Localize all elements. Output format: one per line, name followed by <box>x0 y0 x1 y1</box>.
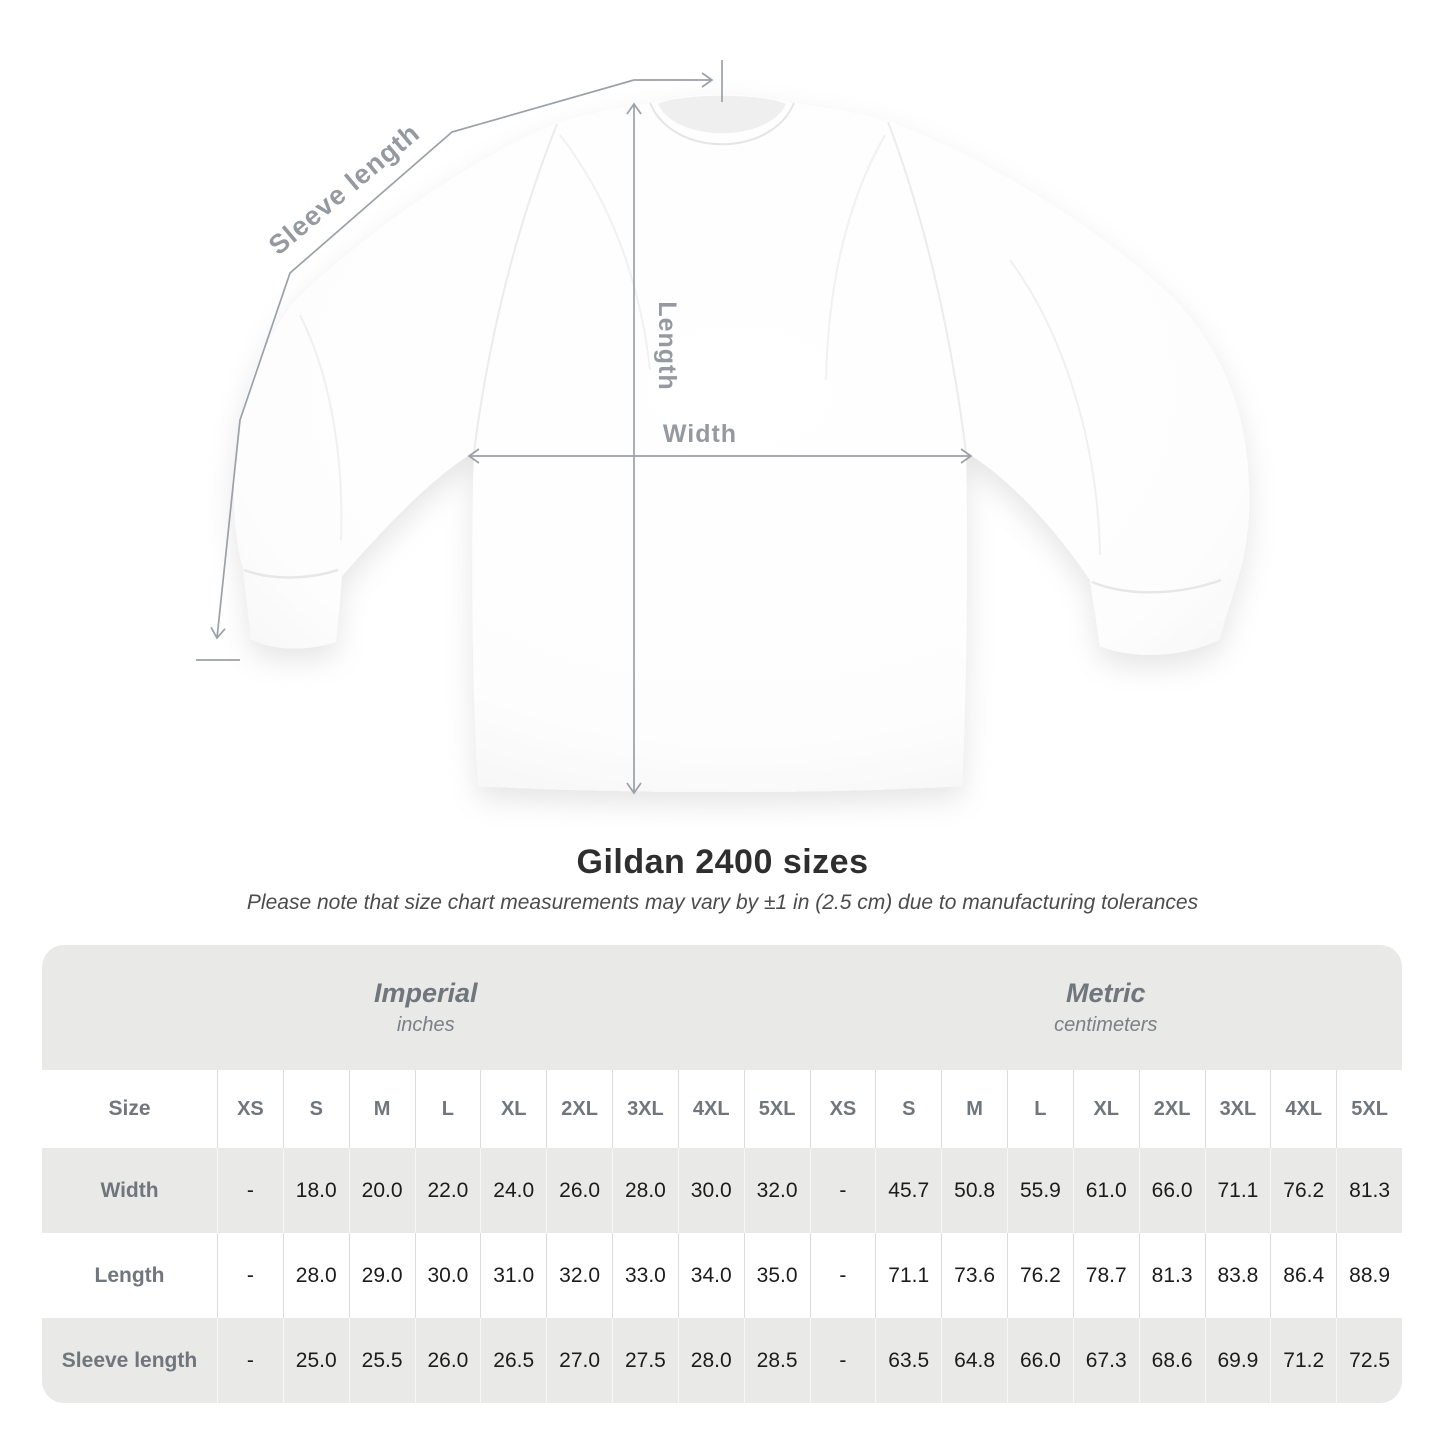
size-header-metric-s: S <box>875 1070 942 1148</box>
length-metric-5xl: 88.9 <box>1336 1233 1402 1318</box>
shirt-illustration <box>234 94 1250 792</box>
width-metric-s: 45.7 <box>875 1148 942 1233</box>
width-metric-5xl: 81.3 <box>1336 1148 1402 1233</box>
sleeve-metric-xs: - <box>809 1318 876 1403</box>
sleeve-imperial-3xl: 27.5 <box>612 1318 678 1403</box>
imperial-unit-label: inches <box>396 1014 455 1036</box>
size-column-header: Size <box>42 1070 217 1148</box>
shirt-measurement-diagram: Sleeve length Length Width <box>196 60 1250 795</box>
length-imperial-l: 30.0 <box>414 1233 481 1318</box>
chart-header: Gildan 2400 sizes Please note that size … <box>0 843 1445 915</box>
sleeve-metric-5xl: 72.5 <box>1336 1318 1402 1403</box>
length-imperial-xs: - <box>217 1233 283 1318</box>
width-imperial-m: 20.0 <box>348 1148 415 1233</box>
size-header-imperial-3xl: 3XL <box>612 1070 678 1148</box>
length-imperial-m: 29.0 <box>348 1233 415 1318</box>
length-metric-l: 76.2 <box>1007 1233 1073 1318</box>
length-imperial-3xl: 33.0 <box>612 1233 678 1318</box>
imperial-label: Imperial <box>373 978 478 1008</box>
sleeve-imperial-2xl: 27.0 <box>546 1318 612 1403</box>
sleeve-imperial-m: 25.5 <box>348 1318 415 1403</box>
width-metric-m: 50.8 <box>941 1148 1007 1233</box>
size-header-imperial-xl: XL <box>480 1070 547 1148</box>
sleeve-metric-l: 66.0 <box>1007 1318 1073 1403</box>
chart-subtitle: Please note that size chart measurements… <box>246 891 1199 914</box>
sleeve-metric-xl: 67.3 <box>1072 1318 1139 1403</box>
sleeve-metric-3xl: 69.9 <box>1204 1318 1271 1403</box>
size-header-imperial-4xl: 4XL <box>677 1070 744 1148</box>
length-imperial-4xl: 34.0 <box>677 1233 744 1318</box>
size-header-imperial-l: L <box>414 1070 481 1148</box>
length-imperial-xl: 31.0 <box>480 1233 547 1318</box>
length-metric-s: 71.1 <box>875 1233 942 1318</box>
size-header-metric-3xl: 3XL <box>1204 1070 1271 1148</box>
width-diagram-label: Width <box>663 420 737 448</box>
size-table: Imperial inches Metric centimeters Size … <box>42 945 1402 1403</box>
length-metric-2xl: 81.3 <box>1138 1233 1205 1318</box>
sleeve-imperial-xl: 26.5 <box>480 1318 547 1403</box>
row-label-sleeve-length: Sleeve length <box>42 1318 217 1403</box>
shirt-seams <box>243 121 1222 594</box>
width-metric-3xl: 71.1 <box>1204 1148 1271 1233</box>
width-imperial-2xl: 26.0 <box>546 1148 612 1233</box>
size-header-metric-l: L <box>1007 1070 1073 1148</box>
sleeve-imperial-s: 25.0 <box>282 1318 349 1403</box>
row-label-width: Width <box>42 1148 217 1233</box>
width-metric-xs: - <box>809 1148 876 1233</box>
width-metric-2xl: 66.0 <box>1138 1148 1205 1233</box>
length-metric-xl: 78.7 <box>1072 1233 1139 1318</box>
size-header-imperial-5xl: 5XL <box>743 1070 810 1148</box>
length-metric-xs: - <box>809 1233 876 1318</box>
width-imperial-xl: 24.0 <box>480 1148 547 1233</box>
sleeve-imperial-5xl: 28.5 <box>743 1318 810 1403</box>
unit-header-metric: Metric centimeters <box>809 945 1402 1070</box>
size-header-metric-xl: XL <box>1072 1070 1139 1148</box>
unit-header-imperial: Imperial inches <box>42 945 810 1070</box>
shirt-collar-opening <box>658 95 786 134</box>
size-header-imperial-xs: XS <box>217 1070 283 1148</box>
length-imperial-5xl: 35.0 <box>743 1233 810 1318</box>
size-header-metric-2xl: 2XL <box>1138 1070 1205 1148</box>
width-imperial-s: 18.0 <box>282 1148 349 1233</box>
measure-lines <box>196 60 973 795</box>
size-header-imperial-m: M <box>348 1070 415 1148</box>
length-imperial-s: 28.0 <box>282 1233 349 1318</box>
sleeve-metric-s: 63.5 <box>875 1318 942 1403</box>
width-metric-4xl: 76.2 <box>1270 1148 1337 1233</box>
sleeve-length-measure-line <box>210 79 635 640</box>
size-header-imperial-2xl: 2XL <box>546 1070 612 1148</box>
length-metric-4xl: 86.4 <box>1270 1233 1337 1318</box>
size-header-metric-m: M <box>941 1070 1007 1148</box>
width-imperial-5xl: 32.0 <box>743 1148 810 1233</box>
width-metric-l: 55.9 <box>1007 1148 1073 1233</box>
sleeve-imperial-xs: - <box>217 1318 283 1403</box>
length-metric-3xl: 83.8 <box>1204 1233 1271 1318</box>
chart-title: Gildan 2400 sizes <box>576 843 869 881</box>
sleeve-length-measure <box>196 60 723 661</box>
sleeve-metric-m: 64.8 <box>941 1318 1007 1403</box>
length-metric-m: 73.6 <box>941 1233 1007 1318</box>
size-header-metric-5xl: 5XL <box>1336 1070 1402 1148</box>
size-header-metric-xs: XS <box>809 1070 876 1148</box>
shirt-collar-seam <box>649 102 795 146</box>
sleeve-metric-4xl: 71.2 <box>1270 1318 1337 1403</box>
metric-unit-label: centimeters <box>1054 1014 1158 1036</box>
width-imperial-4xl: 30.0 <box>677 1148 744 1233</box>
width-imperial-l: 22.0 <box>414 1148 481 1233</box>
row-label-length: Length <box>42 1233 217 1318</box>
width-metric-xl: 61.0 <box>1072 1148 1139 1233</box>
length-diagram-label: Length <box>653 301 681 390</box>
sleeve-imperial-l: 26.0 <box>414 1318 481 1403</box>
metric-label: Metric <box>1065 978 1146 1008</box>
sleeve-imperial-4xl: 28.0 <box>677 1318 744 1403</box>
length-imperial-2xl: 32.0 <box>546 1233 612 1318</box>
size-header-metric-4xl: 4XL <box>1270 1070 1337 1148</box>
sleeve-metric-2xl: 68.6 <box>1138 1318 1205 1403</box>
width-imperial-3xl: 28.0 <box>612 1148 678 1233</box>
width-imperial-xs: - <box>217 1148 283 1233</box>
size-header-imperial-s: S <box>282 1070 349 1148</box>
